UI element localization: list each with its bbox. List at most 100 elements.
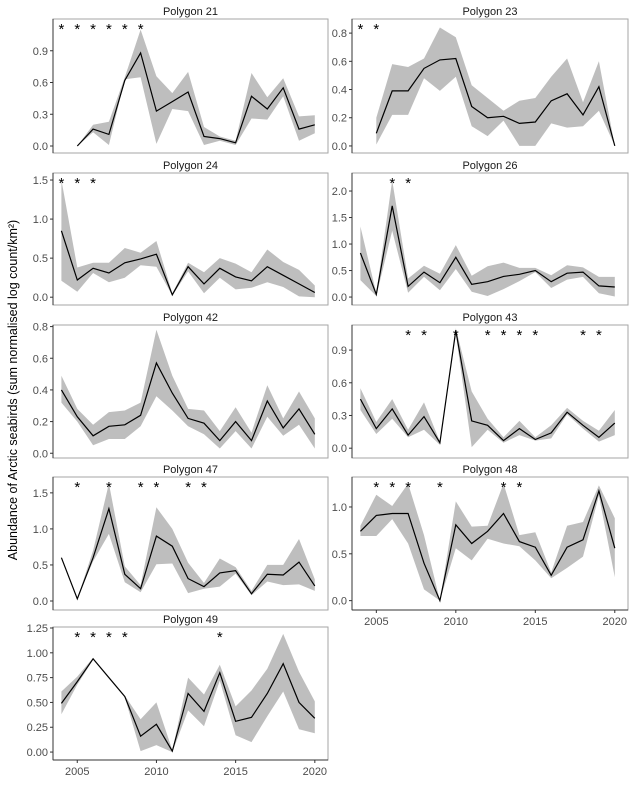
panel-polygon-24: Polygon 24 0.0 0.5 1.0 1.5 * * * (33, 160, 329, 306)
significance-star: * (516, 479, 522, 496)
panel-frame (351, 324, 629, 459)
y-tick-label: 0.0 (332, 596, 347, 608)
panel-title: Polygon 23 (462, 6, 517, 18)
significance-star: * (373, 21, 379, 38)
significance-star: * (405, 479, 411, 496)
significance-star: * (74, 629, 80, 646)
y-tick-label: 0.0 (332, 141, 347, 153)
y-tick-label: 1.0 (332, 502, 347, 514)
confidence-band (360, 328, 615, 448)
panel-polygon-21: Polygon 21 0.0 0.3 0.6 0.9 * * * * * * (33, 6, 329, 154)
y-tick-label: 0.9 (332, 345, 347, 357)
x-tick-label: 2020 (603, 616, 627, 628)
y-tick-label: 1.00 (27, 648, 48, 660)
series-line (359, 205, 615, 297)
y-tick-label: 0.4 (33, 385, 48, 397)
y-tick-label: 0.9 (33, 46, 48, 58)
significance-star: * (106, 21, 112, 38)
significance-star: * (74, 479, 80, 496)
panel-frame (351, 476, 629, 611)
significance-star: * (74, 21, 80, 38)
y-tick-label: 0.8 (332, 28, 347, 40)
y-tick-label: 0.0 (332, 443, 347, 455)
confidence-band (61, 483, 315, 599)
y-tick-label: 0.6 (33, 353, 48, 365)
significance-star: * (122, 21, 128, 38)
y-tick-label: 0.6 (33, 78, 48, 90)
y-tick-label: 1.25 (27, 623, 48, 635)
significance-star: * (90, 175, 96, 192)
significance-star: * (138, 479, 144, 496)
y-tick-label: 1.0 (332, 239, 347, 251)
y-tick-label: 1.5 (332, 213, 347, 225)
significance-star: * (58, 21, 64, 38)
series-line (60, 506, 316, 601)
y-tick-label: 0.25 (27, 722, 48, 734)
series-line (76, 51, 315, 147)
panel-title: Polygon 43 (462, 312, 517, 324)
y-tick-label: 0.5 (332, 266, 347, 278)
x-tick-label: 2005 (364, 616, 388, 628)
series-line (375, 57, 616, 147)
significance-star: * (389, 175, 395, 192)
series-line (60, 230, 316, 297)
significance-star: * (154, 479, 160, 496)
y-tick-label: 0.50 (27, 697, 48, 709)
series-line (359, 330, 616, 445)
panel-polygon-48: Polygon 48 0.0 0.5 1.0 2005 2010 2015 2020 * * * * *… (332, 464, 629, 628)
significance-star: * (485, 327, 491, 344)
x-tick-label: 2010 (444, 616, 468, 628)
panel-polygon-26: Polygon 26 0.0 0.5 1.0 1.5 2.0 * * (332, 160, 629, 306)
series-line (60, 361, 316, 442)
x-tick-label: 2020 (303, 766, 327, 778)
confidence-band (61, 329, 315, 449)
y-tick-label: 0.6 (332, 56, 347, 68)
y-tick-label: 0.0 (33, 292, 48, 304)
panel-polygon-43: Polygon 43 0.0 0.3 0.6 0.9 * * * * * * * * * (332, 312, 629, 459)
significance-star: * (373, 479, 379, 496)
significance-star: * (58, 175, 64, 192)
x-tick-label: 2010 (144, 766, 168, 778)
panel-title: Polygon 49 (163, 614, 218, 626)
y-tick-label: 0.00 (27, 747, 48, 759)
significance-star: * (421, 327, 427, 344)
y-tick-label: 1.5 (33, 175, 48, 187)
confidence-band (77, 29, 315, 147)
significance-star: * (106, 479, 112, 496)
y-tick-label: 0.4 (332, 85, 347, 97)
significance-star: * (580, 327, 586, 344)
significance-star: * (74, 175, 80, 192)
significance-star: * (501, 327, 507, 344)
y-tick-label: 0.0 (33, 596, 48, 608)
significance-star: * (437, 479, 443, 496)
panel-polygon-49: Polygon 49 0.00 0.25 0.50 0.75 1.00 1.25 2005 20… (27, 614, 329, 778)
y-tick-label: 0.3 (33, 109, 48, 121)
y-tick-label: 0.2 (33, 417, 48, 429)
significance-star: * (201, 479, 207, 496)
significance-star: * (596, 327, 602, 344)
significance-star: * (389, 479, 395, 496)
y-axis-label: Abundance of Arctic seabirds (sum normal… (6, 220, 20, 560)
y-tick-label: 0.8 (33, 322, 48, 334)
significance-star: * (405, 175, 411, 192)
y-tick-label: 0.3 (332, 410, 347, 422)
significance-star: * (217, 629, 223, 646)
y-tick-label: 0.5 (33, 560, 48, 572)
x-tick-label: 2015 (223, 766, 247, 778)
significance-star: * (185, 479, 191, 496)
y-tick-label: 1.0 (33, 214, 48, 226)
x-tick-label: 2015 (523, 616, 547, 628)
significance-star: * (516, 327, 522, 344)
panel-title: Polygon 48 (462, 464, 517, 476)
panel-polygon-42: Polygon 42 0.0 0.2 0.4 0.6 0.8 (33, 312, 329, 460)
panel-title: Polygon 21 (163, 6, 218, 18)
significance-star: * (453, 327, 459, 344)
panel-polygon-23: Polygon 23 0.0 0.2 0.4 0.6 0.8 * * (332, 6, 629, 154)
y-tick-label: 0.0 (332, 292, 347, 304)
panel-title: Polygon 42 (163, 312, 218, 324)
significance-star: * (501, 479, 507, 496)
confidence-band (360, 180, 615, 297)
significance-star: * (405, 327, 411, 344)
significance-star: * (122, 629, 128, 646)
